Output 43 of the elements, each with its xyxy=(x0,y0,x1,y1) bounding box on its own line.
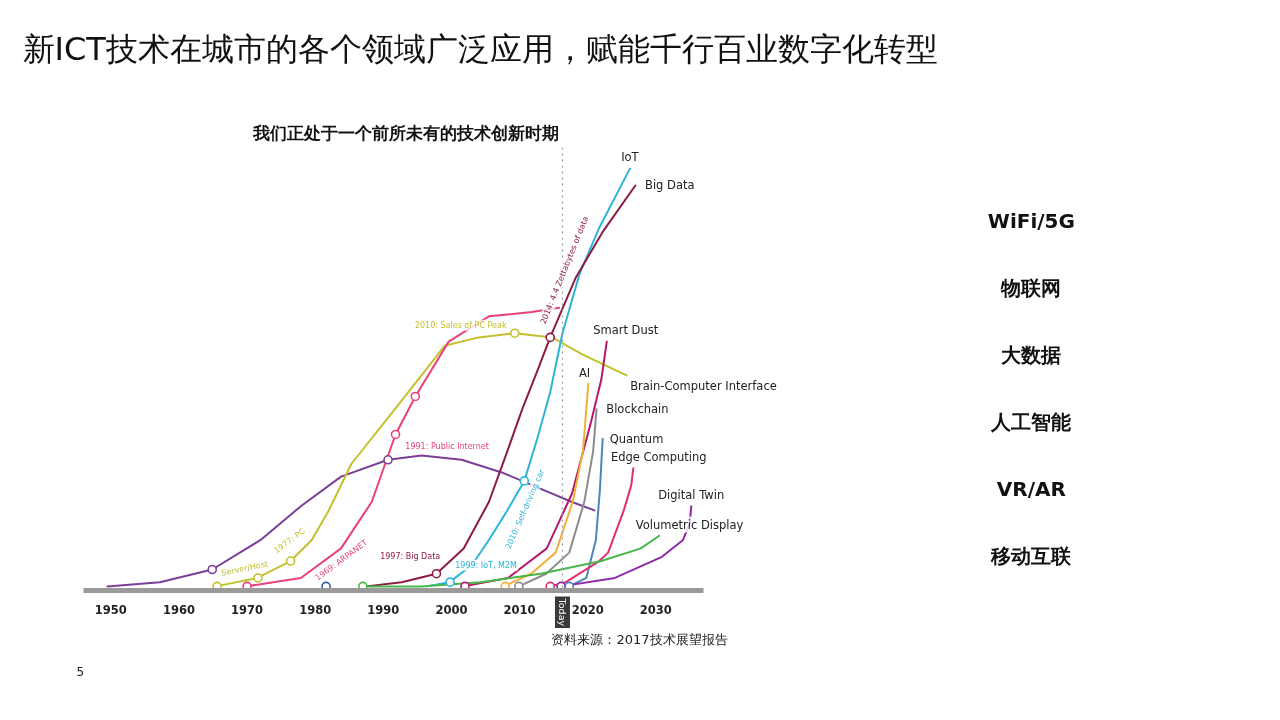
point xyxy=(445,577,455,587)
point xyxy=(390,429,401,440)
series-label: IoT xyxy=(621,150,640,165)
point xyxy=(383,454,393,465)
text: 新ICT技术在城市的各个领域广泛应用，赋能千行百业数字化转型 xyxy=(22,29,938,68)
x-tick-label: 2030 xyxy=(639,602,672,617)
annotation: 1999: IoT, M2M xyxy=(455,560,518,570)
series-label: Edge Computing xyxy=(610,450,707,465)
annotation: 1997: Big Data xyxy=(380,552,441,562)
point xyxy=(431,568,442,579)
annotation: 1991: Public Internet xyxy=(405,441,489,451)
text: 移动互联 xyxy=(990,543,1073,568)
text: 资料来源：2017技术展望报告 xyxy=(551,631,728,647)
annotation: Brain-Computer Interface xyxy=(630,379,777,394)
text: WiFi/5G xyxy=(987,208,1075,233)
point xyxy=(545,332,555,343)
point xyxy=(285,556,296,566)
ref-line-label: Today xyxy=(556,597,568,627)
text: VR/AR xyxy=(996,476,1066,501)
point xyxy=(509,328,520,338)
annotation: 2010: Sales of PC Peak xyxy=(414,320,507,330)
series-label: Digital Twin xyxy=(658,488,725,503)
series-label: Big Data xyxy=(644,178,695,193)
series-label: Volumetric Display xyxy=(635,517,744,532)
point xyxy=(410,391,421,402)
x-tick-label: 1990 xyxy=(367,602,400,617)
series-label: Blockchain xyxy=(606,402,669,417)
x-tick-label: 1960 xyxy=(162,602,195,617)
text: 物联网 xyxy=(1000,275,1062,300)
x-tick-label: 1950 xyxy=(94,602,127,617)
chart-title: 我们正处于一个前所未有的技术创新时期 xyxy=(251,122,559,143)
x-tick-label: 1970 xyxy=(231,602,264,617)
text: 大数据 xyxy=(1001,342,1062,367)
point xyxy=(207,564,218,575)
x-tick-label: 2000 xyxy=(435,602,468,617)
x-tick-label: 1980 xyxy=(299,602,332,617)
text: 5 xyxy=(76,664,85,679)
series-label: Quantum xyxy=(609,431,664,446)
series-label: Smart Dust xyxy=(593,323,659,338)
x-tick-label: 2010 xyxy=(503,602,536,617)
x-tick-label: 2020 xyxy=(571,602,604,617)
series-label: AI xyxy=(578,365,591,380)
text: 人工智能 xyxy=(990,409,1072,434)
